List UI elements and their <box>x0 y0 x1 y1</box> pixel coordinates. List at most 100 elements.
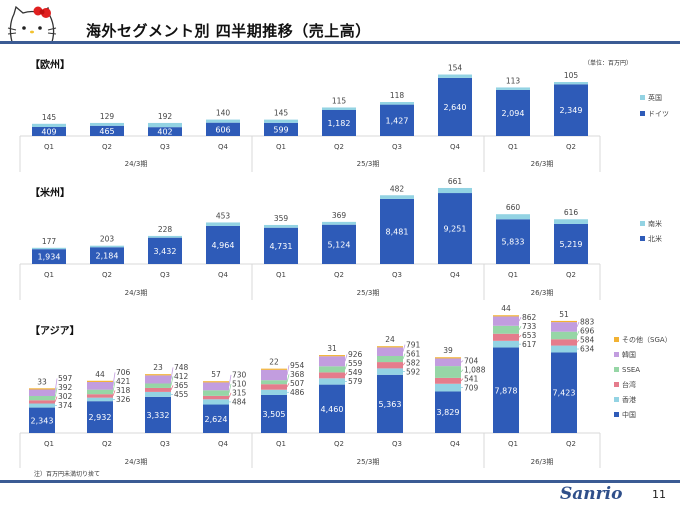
data-label: 7,878 <box>495 386 518 395</box>
data-label-side: 486 <box>290 388 305 397</box>
bar-segment <box>203 399 229 405</box>
category-label: Q2 <box>566 271 576 279</box>
data-label: 2,932 <box>89 413 112 422</box>
bar-segment <box>496 89 530 136</box>
leader-line <box>170 385 174 391</box>
bar-segment <box>87 380 113 382</box>
data-label-side: 561 <box>406 349 421 358</box>
bar-segment <box>87 394 113 398</box>
leader-line <box>54 387 58 399</box>
bar-segment <box>319 356 345 367</box>
bar-segment <box>554 84 588 136</box>
bar-segment <box>551 322 577 332</box>
bar-segment <box>264 122 298 136</box>
category-label: Q2 <box>566 143 576 151</box>
bar-segment <box>32 127 66 136</box>
bar-segment <box>493 333 519 341</box>
bar-segment <box>322 107 356 110</box>
leader-line <box>576 330 580 336</box>
bar-segment <box>435 357 461 359</box>
leader-line <box>228 374 232 387</box>
bar-segment <box>438 187 472 194</box>
data-label: 1,182 <box>328 119 351 128</box>
data-label-side: 733 <box>522 322 537 331</box>
data-label-side: 709 <box>464 383 479 392</box>
category-label: Q1 <box>44 143 54 151</box>
leader-line <box>170 367 174 380</box>
data-label-side: 368 <box>290 370 305 379</box>
bar-segment <box>90 125 124 136</box>
leader-line <box>112 372 116 386</box>
data-label-side: 862 <box>522 313 537 322</box>
footnote: 注）百万円未満切り捨て <box>34 471 101 478</box>
bar-segment <box>380 102 414 105</box>
category-label: Q2 <box>102 143 112 151</box>
data-label-top: 661 <box>448 177 463 186</box>
bar-segment <box>29 395 55 401</box>
bar-segment <box>261 380 287 385</box>
unit-label: （単位：百万円） <box>584 60 633 67</box>
category-label: Q3 <box>392 271 402 279</box>
data-label: 2,094 <box>502 109 525 118</box>
chart-1: 24/3期 25/3期 26/3期 Q1 1,934 177 Q2 2,184 203 Q3 3,4… <box>19 177 662 300</box>
group-label: 25/3期 <box>357 458 380 466</box>
data-label-top: 118 <box>390 91 405 100</box>
data-label: 2,184 <box>96 252 119 261</box>
bar-segment <box>261 394 287 433</box>
data-label-side: 549 <box>348 368 363 377</box>
data-label-top: 453 <box>216 211 231 220</box>
bar-segment <box>554 223 588 264</box>
bar-segment <box>29 389 55 396</box>
bar-segment <box>435 377 461 384</box>
data-label-side: 582 <box>406 358 421 367</box>
bar-segment <box>145 374 171 376</box>
data-label-side: 392 <box>58 383 73 392</box>
legend-label: 台湾 <box>622 380 636 389</box>
bar-segment <box>261 369 287 381</box>
bar-segment <box>380 198 414 264</box>
data-label-side: 696 <box>580 327 595 336</box>
data-label-side: 507 <box>290 379 305 388</box>
data-label-top: 57 <box>211 370 221 379</box>
legend-label: ドイツ <box>648 110 669 118</box>
bar-segment <box>264 119 298 123</box>
bar-segment <box>87 401 113 433</box>
legend-label: 中国 <box>622 410 636 419</box>
group-label: 26/3期 <box>531 160 554 168</box>
bar-segment <box>551 320 577 323</box>
bar-segment <box>438 193 472 264</box>
data-label-side: 617 <box>522 340 537 349</box>
leader-line <box>518 334 522 338</box>
data-label-top: 44 <box>501 304 511 313</box>
data-label: 5,219 <box>560 240 583 249</box>
data-label-top: 177 <box>42 237 57 246</box>
bar-segment <box>380 104 414 136</box>
bar-segment <box>377 346 403 348</box>
bar-segment <box>32 249 66 264</box>
data-label-top: 51 <box>559 310 569 319</box>
leader-line <box>460 378 464 382</box>
data-label-top: 39 <box>443 346 453 355</box>
sanrio-logo: Sanrio <box>560 484 623 504</box>
category-label: Q1 <box>44 271 54 279</box>
leader-line <box>402 353 406 360</box>
bar-segment <box>148 235 182 238</box>
page-title: 海外セグメント別 四半期推移（売上高） <box>86 22 371 40</box>
data-label-side: 584 <box>580 336 595 345</box>
category-label: Q4 <box>450 143 461 151</box>
leader-line <box>518 325 522 330</box>
legend-swatch <box>640 221 645 226</box>
heading-europe: 【欧州】 <box>30 60 70 71</box>
data-label-side: 592 <box>406 367 421 376</box>
bar-segment <box>435 358 461 367</box>
data-label: 1,934 <box>38 253 61 262</box>
data-label-top: 129 <box>100 112 115 121</box>
leader-line <box>228 392 232 398</box>
bar-segment <box>32 123 66 128</box>
data-label-top: 24 <box>385 335 395 344</box>
bar-segment <box>554 82 588 85</box>
bar-segment <box>206 122 240 136</box>
hello-kitty-logo <box>7 5 57 43</box>
